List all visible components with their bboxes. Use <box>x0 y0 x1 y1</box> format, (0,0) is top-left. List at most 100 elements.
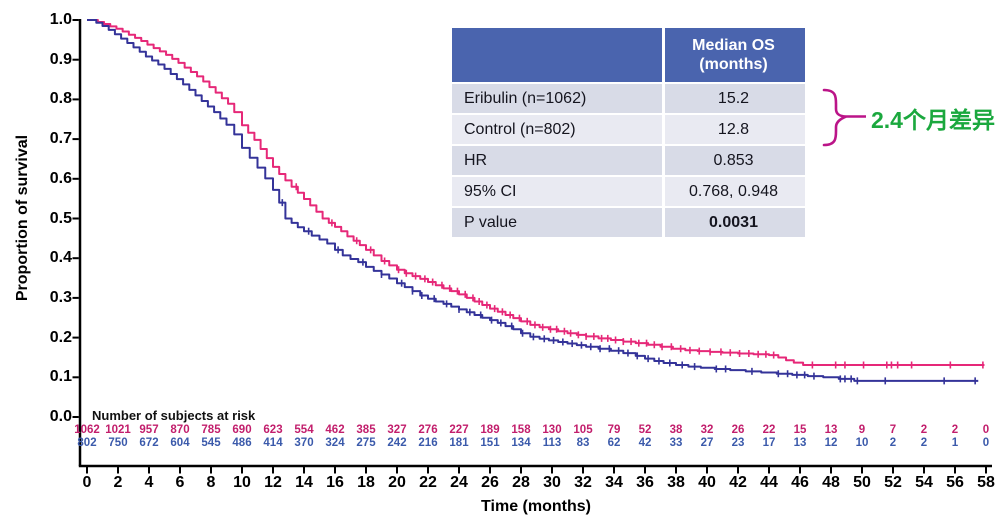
at-risk-count-eribulin: 189 <box>480 424 500 436</box>
at-risk-count-eribulin: 130 <box>542 424 562 436</box>
x-tick-label: 24 <box>450 474 468 491</box>
summary-row-pvalue: P value 0.0031 <box>452 208 805 237</box>
at-risk-count-control: 672 <box>139 437 159 449</box>
survival-curve-eribulin <box>87 19 985 366</box>
x-tick-label: 54 <box>915 474 933 491</box>
x-tick-label: 12 <box>264 474 282 491</box>
x-tick-label: 48 <box>822 474 840 491</box>
at-risk-count-eribulin: 7 <box>889 424 897 436</box>
number-at-risk-title: Number of subjects at risk <box>92 408 256 423</box>
y-tick-label: 0.4 <box>49 249 72 267</box>
x-tick-label: 32 <box>574 474 592 491</box>
at-risk-count-control: 2 <box>889 437 897 449</box>
at-risk-count-eribulin: 385 <box>356 424 376 436</box>
at-risk-count-control: 275 <box>356 437 376 449</box>
x-tick-label: 46 <box>791 474 809 491</box>
at-risk-count-control: 23 <box>731 437 745 449</box>
summary-row-hr-label: HR <box>464 151 488 169</box>
x-tick-label: 14 <box>295 474 313 491</box>
x-tick-label: 42 <box>729 474 747 491</box>
at-risk-count-eribulin: 276 <box>418 424 438 436</box>
y-tick-label: 0.7 <box>49 130 72 148</box>
y-tick-label: 0.0 <box>49 408 72 425</box>
at-risk-count-control: 242 <box>387 437 407 449</box>
at-risk-count-eribulin: 38 <box>669 424 683 436</box>
at-risk-count-control: 604 <box>170 437 190 449</box>
at-risk-count-eribulin: 32 <box>700 424 714 436</box>
x-tick-label: 28 <box>512 474 530 491</box>
at-risk-count-eribulin: 1062 <box>74 424 100 436</box>
at-risk-count-control: 216 <box>418 437 438 449</box>
at-risk-count-eribulin: 158 <box>511 424 531 436</box>
x-tick-label: 52 <box>884 474 902 491</box>
x-tick-label: 22 <box>419 474 437 491</box>
x-tick-label: 16 <box>326 474 344 491</box>
y-tick-label: 0.9 <box>49 50 72 68</box>
at-risk-count-eribulin: 52 <box>638 424 652 436</box>
at-risk-count-control: 324 <box>325 437 345 449</box>
at-risk-count-control: 17 <box>762 437 776 449</box>
at-risk-count-eribulin: 0 <box>982 424 990 436</box>
at-risk-count-control: 83 <box>576 437 590 449</box>
at-risk-count-eribulin: 785 <box>201 424 221 436</box>
x-tick-label: 26 <box>481 474 499 491</box>
summary-row-pvalue-value: 0.0031 <box>662 208 802 237</box>
at-risk-count-control: 33 <box>669 437 683 449</box>
summary-row-control-label: Control (n=802) <box>464 120 576 138</box>
median-os-header-line1: Median OS <box>692 37 775 54</box>
x-tick-label: 40 <box>698 474 716 491</box>
x-tick-label: 50 <box>853 474 871 491</box>
x-tick-label: 30 <box>543 474 561 491</box>
y-tick-label: 0.3 <box>49 288 72 306</box>
y-tick-label: 0.6 <box>49 169 72 187</box>
x-tick-label: 34 <box>605 474 623 491</box>
at-risk-count-control: 0 <box>982 437 990 449</box>
x-tick-label: 2 <box>113 474 123 491</box>
survival-curve-control <box>87 19 979 382</box>
at-risk-count-control: 486 <box>232 437 252 449</box>
summary-row-eribulin-label: Eribulin (n=1062) <box>464 89 587 107</box>
at-risk-count-control: 370 <box>294 437 314 449</box>
at-risk-count-eribulin: 554 <box>294 424 314 436</box>
at-risk-count-control: 10 <box>855 437 869 449</box>
summary-row-ci: 95% CI 0.768, 0.948 <box>452 177 805 206</box>
at-risk-count-control: 1 <box>951 437 959 449</box>
x-axis-title: Time (months) <box>481 498 591 515</box>
summary-row-control: Control (n=802) 12.8 <box>452 115 805 144</box>
at-risk-count-control: 750 <box>108 437 128 449</box>
x-tick-label: 8 <box>206 474 216 491</box>
brace-icon <box>822 88 847 147</box>
at-risk-count-control: 2 <box>920 437 928 449</box>
at-risk-count-control: 414 <box>263 437 283 449</box>
at-risk-count-eribulin: 957 <box>139 424 159 436</box>
x-tick-label: 20 <box>388 474 406 491</box>
summary-row-control-value: 12.8 <box>662 115 802 144</box>
summary-table-header-empty-cell <box>452 28 662 82</box>
summary-row-hr: HR 0.853 <box>452 146 805 175</box>
x-tick-label: 36 <box>636 474 654 491</box>
x-tick-label: 4 <box>144 474 154 491</box>
x-tick-label: 18 <box>357 474 375 491</box>
summary-table: Median OS (months) Eribulin (n=1062) 15.… <box>452 28 805 239</box>
x-tick-label: 6 <box>175 474 185 491</box>
summary-row-eribulin: Eribulin (n=1062) 15.2 <box>452 84 805 113</box>
at-risk-count-control: 151 <box>480 437 500 449</box>
at-risk-count-eribulin: 15 <box>793 424 807 436</box>
at-risk-count-eribulin: 227 <box>449 424 469 436</box>
summary-row-eribulin-value: 15.2 <box>662 84 802 113</box>
y-tick-label: 0.8 <box>49 90 72 108</box>
summary-table-header-median-os-cell: Median OS (months) <box>662 28 802 82</box>
x-tick-label: 0 <box>82 474 92 491</box>
median-os-header-line2: (months) <box>699 56 768 73</box>
at-risk-count-control: 13 <box>793 437 807 449</box>
at-risk-count-control: 181 <box>449 437 469 449</box>
y-tick-label: 0.1 <box>49 368 72 386</box>
y-tick-label: 1.0 <box>49 11 72 28</box>
at-risk-count-control: 12 <box>824 437 838 449</box>
at-risk-count-eribulin: 690 <box>232 424 252 436</box>
summary-row-ci-value: 0.768, 0.948 <box>662 177 802 206</box>
at-risk-count-eribulin: 105 <box>573 424 593 436</box>
summary-table-header-row: Median OS (months) <box>452 28 805 82</box>
summary-row-pvalue-label: P value <box>464 213 518 231</box>
